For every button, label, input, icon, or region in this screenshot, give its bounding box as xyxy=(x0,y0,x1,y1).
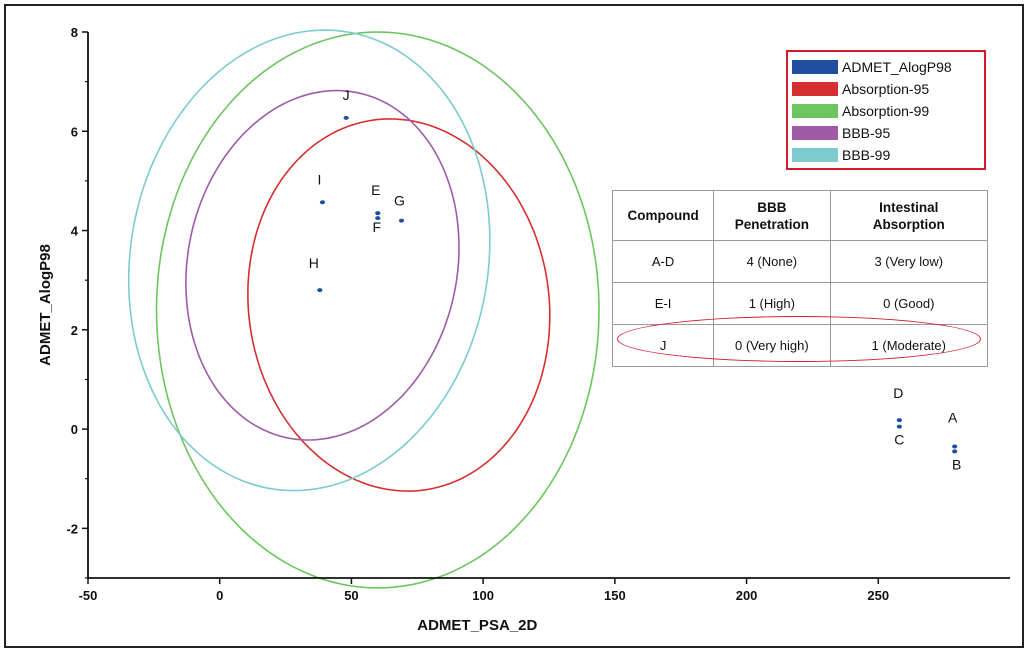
ellipse-absorption-99 xyxy=(155,31,600,589)
table-cell: 0 (Good) xyxy=(829,282,989,325)
point-label-e: E xyxy=(371,182,380,198)
table-cell: 1 (High) xyxy=(713,282,831,325)
legend-item: Absorption-99 xyxy=(792,100,984,122)
data-point-b xyxy=(952,449,958,454)
y-tick-label: 8 xyxy=(71,25,78,40)
y-axis-title: ADMET_AlogP98 xyxy=(37,244,54,366)
data-point-h xyxy=(317,288,323,293)
legend-label: ADMET_AlogP98 xyxy=(842,59,952,75)
table-cell: 3 (Very low) xyxy=(829,240,989,283)
point-label-a: A xyxy=(948,409,958,425)
data-point-f xyxy=(375,216,381,221)
header-bbb-penetration: BBB Penetration xyxy=(713,190,831,241)
table-cell: J xyxy=(611,324,715,367)
header-line: BBB Penetration xyxy=(734,199,809,232)
y-tick-label: 4 xyxy=(71,224,79,239)
y-tick-label: -2 xyxy=(66,521,78,536)
legend-swatch xyxy=(792,82,838,96)
y-tick-label: 2 xyxy=(71,323,78,338)
table-cell: 4 (None) xyxy=(713,240,831,283)
point-label-b: B xyxy=(952,456,961,472)
point-label-j: J xyxy=(343,87,350,103)
table-cell: 1 (Moderate) xyxy=(829,324,989,367)
legend-swatch xyxy=(792,104,838,118)
table-header-row: Compound BBB Penetration Intestinal Abso… xyxy=(611,190,989,241)
x-tick-label: 250 xyxy=(867,588,889,603)
table-row: J 0 (Very high) 1 (Moderate) xyxy=(611,324,989,367)
x-tick-label: 150 xyxy=(604,588,626,603)
y-tick-label: 0 xyxy=(71,422,78,437)
legend-item: BBB-99 xyxy=(792,144,984,166)
legend-item: ADMET_AlogP98 xyxy=(792,56,984,78)
legend-label: BBB-99 xyxy=(842,147,891,163)
data-point-j xyxy=(343,115,349,120)
point-label-g: G xyxy=(394,193,405,209)
x-tick-label: 100 xyxy=(472,588,494,603)
legend-swatch xyxy=(792,148,838,162)
table-row: A-D 4 (None) 3 (Very low) xyxy=(611,240,989,283)
legend-swatch xyxy=(792,60,838,74)
legend: ADMET_AlogP98 Absorption-95 Absorption-9… xyxy=(786,50,986,170)
point-label-f: F xyxy=(372,219,381,235)
y-tick-label: 6 xyxy=(71,124,78,139)
table-row: E-I 1 (High) 0 (Good) xyxy=(611,282,989,325)
legend-item: Absorption-95 xyxy=(792,78,984,100)
header-line: Intestinal Absorption xyxy=(872,199,945,232)
legend-label: BBB-95 xyxy=(842,125,891,141)
axes: -50 0 50 100 150 200 250 -2 0 2 4 6 8 xyxy=(66,25,1010,603)
legend-item: BBB-95 xyxy=(792,122,984,144)
x-tick-label: -50 xyxy=(79,588,98,603)
point-label-i: I xyxy=(318,171,322,187)
data-point-d xyxy=(896,418,902,423)
data-point-c xyxy=(896,424,902,429)
data-point-g xyxy=(398,218,405,223)
header-intestinal-absorption: Intestinal Absorption xyxy=(829,190,989,241)
data-point-i xyxy=(319,200,326,205)
header-compound: Compound xyxy=(611,190,715,241)
table-cell: 0 (Very high) xyxy=(713,324,831,367)
point-label-h: H xyxy=(309,255,319,271)
confidence-ellipses xyxy=(127,29,600,589)
point-label-c: C xyxy=(894,432,904,448)
ellipse-bbb-99 xyxy=(127,29,491,492)
x-tick-label: 0 xyxy=(216,588,223,603)
legend-label: Absorption-95 xyxy=(842,81,930,97)
x-tick-label: 50 xyxy=(344,588,358,603)
data-point-e xyxy=(375,211,381,216)
legend-swatch xyxy=(792,126,838,140)
ellipse-bbb-95 xyxy=(185,89,460,441)
table-cell: A-D xyxy=(611,240,715,283)
data-point-a xyxy=(952,444,958,449)
x-tick-label: 200 xyxy=(736,588,758,603)
legend-label: Absorption-99 xyxy=(842,103,930,119)
data-points: A B C D E FG H I J xyxy=(309,87,962,473)
admet-summary-table: Compound BBB Penetration Intestinal Abso… xyxy=(611,190,989,367)
point-label-d: D xyxy=(893,385,903,401)
table-cell: E-I xyxy=(611,282,715,325)
x-axis-title: ADMET_PSA_2D xyxy=(417,617,537,634)
ellipse-absorption-95 xyxy=(247,118,551,492)
